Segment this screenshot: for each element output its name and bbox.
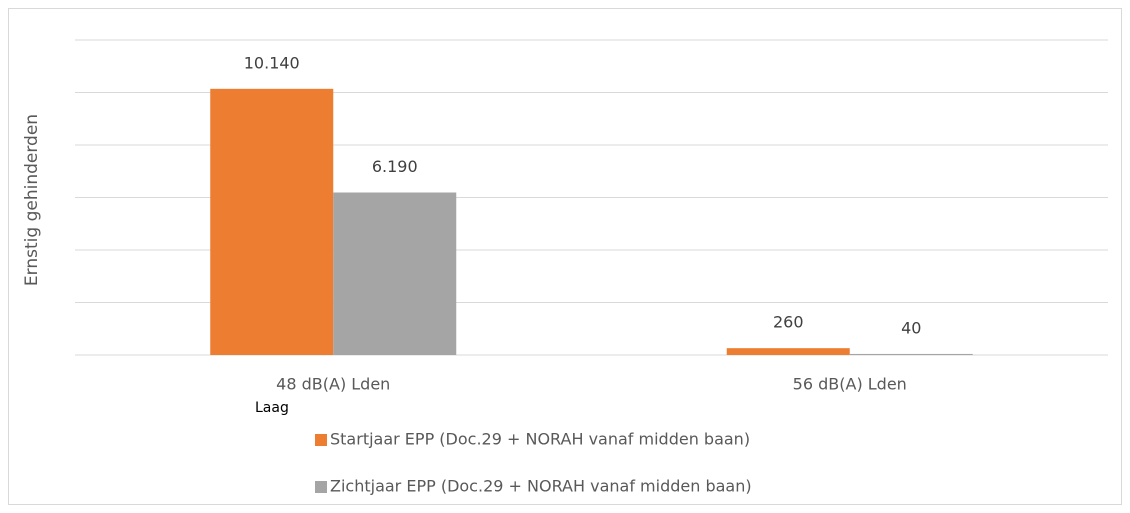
bar	[333, 192, 457, 355]
annotation: Laag	[255, 400, 289, 416]
bar	[726, 348, 850, 355]
x-tick-label: 56 dB(A) Lden	[793, 375, 907, 394]
legend-label: Zichtjaar EPP (Doc.29 + NORAH vanaf midd…	[330, 477, 752, 496]
data-label: 260	[773, 313, 804, 332]
chart-frame	[8, 8, 1122, 505]
x-tick-label: 48 dB(A) Lden	[276, 375, 390, 394]
bar	[849, 353, 973, 355]
data-label: 6.190	[372, 157, 418, 176]
data-label: 10.140	[244, 53, 300, 72]
legend-swatch	[315, 434, 327, 446]
legend-label: Startjaar EPP (Doc.29 + NORAH vanaf midd…	[330, 430, 750, 449]
legend-swatch	[315, 481, 327, 493]
bar	[210, 88, 334, 355]
data-label: 40	[901, 318, 921, 337]
y-axis-label: Ernstig gehinderden	[22, 114, 42, 286]
